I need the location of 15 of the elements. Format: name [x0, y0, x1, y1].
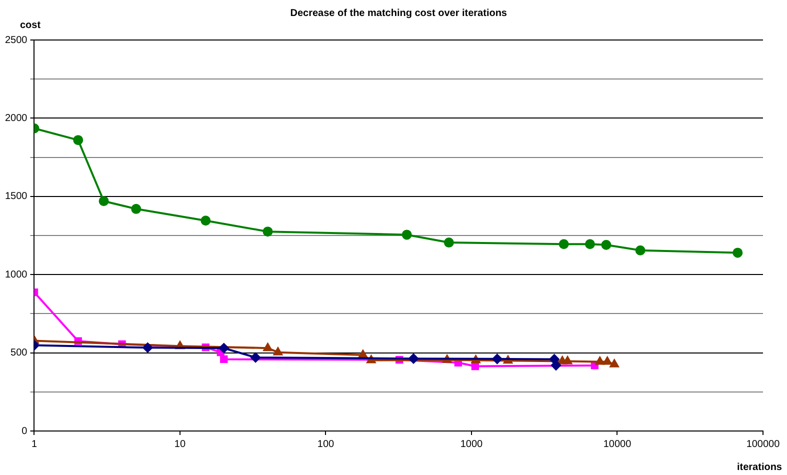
chart-title: Decrease of the matching cost over iterations	[290, 8, 508, 19]
x-tick-label: 100000	[746, 438, 780, 450]
y-tick-label: 500	[10, 348, 28, 359]
x-tick-label: 100	[317, 438, 335, 450]
y-tick-label: 1000	[4, 269, 28, 280]
x-tick-label: 10000	[603, 438, 632, 450]
x-tick-label: 10	[174, 438, 186, 450]
x-tick-label: 1000	[460, 438, 484, 450]
y-tick-label: 0	[22, 426, 28, 437]
y-axis-title: cost	[20, 20, 42, 31]
x-axis-title: iterations	[736, 462, 782, 473]
x-tick-label: 1	[31, 438, 38, 450]
y-tick-label: 2000	[4, 112, 28, 124]
y-tick-label: 2500	[4, 34, 28, 46]
y-tick-label: 1500	[4, 191, 28, 202]
